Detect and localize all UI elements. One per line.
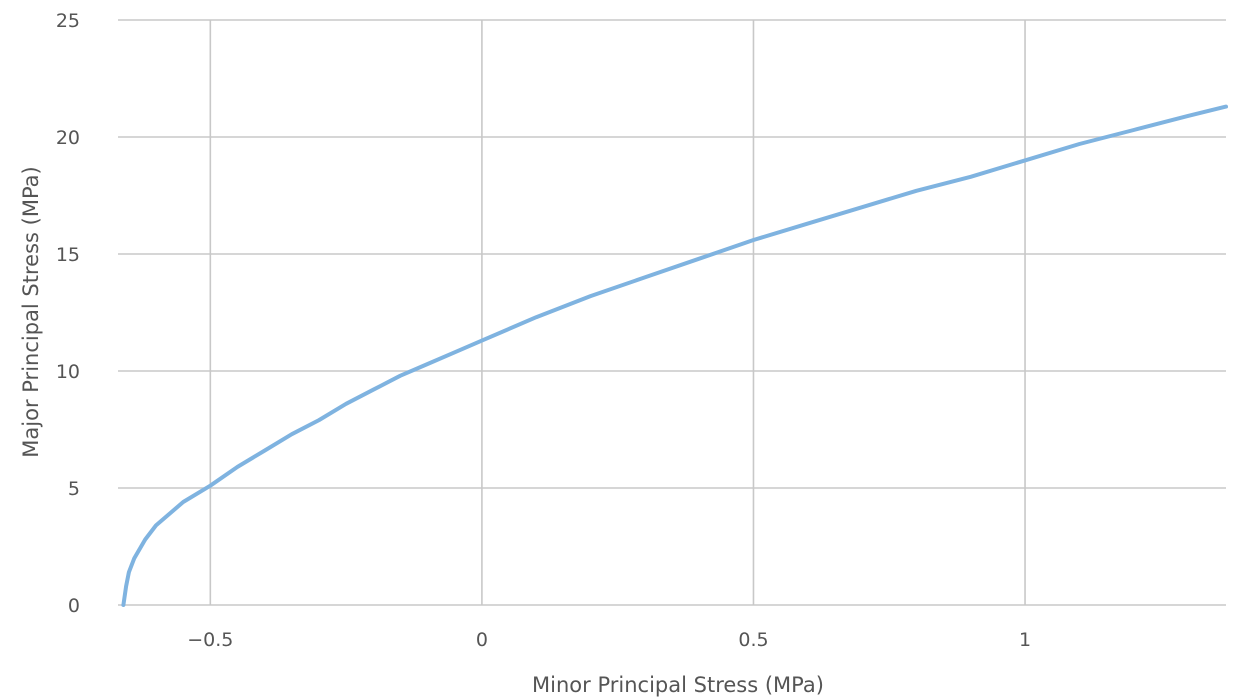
x-tick-label: −0.5 [187, 629, 233, 651]
series-line [121, 104, 1228, 607]
y-gridlines [118, 19, 1226, 606]
x-gridlines [209, 20, 1026, 605]
x-axis-title: Minor Principal Stress (MPa) [532, 673, 824, 697]
y-tick-label: 0 [68, 595, 80, 617]
y-tick-label: 20 [56, 127, 80, 149]
y-tick-labels: 0 5 10 15 20 25 [56, 10, 80, 617]
x-tick-label: 0 [476, 629, 488, 651]
y-tick-label: 25 [56, 10, 80, 32]
x-tick-label: 1 [1019, 629, 1031, 651]
x-tick-labels: −0.5 0 0.5 1 [187, 629, 1031, 651]
y-tick-label: 5 [68, 478, 80, 500]
x-tick-label: 0.5 [738, 629, 768, 651]
y-axis-title: Major Principal Stress (MPa) [19, 166, 43, 457]
y-tick-label: 10 [56, 361, 80, 383]
y-tick-label: 15 [56, 244, 80, 266]
series-layer [121, 104, 1228, 607]
